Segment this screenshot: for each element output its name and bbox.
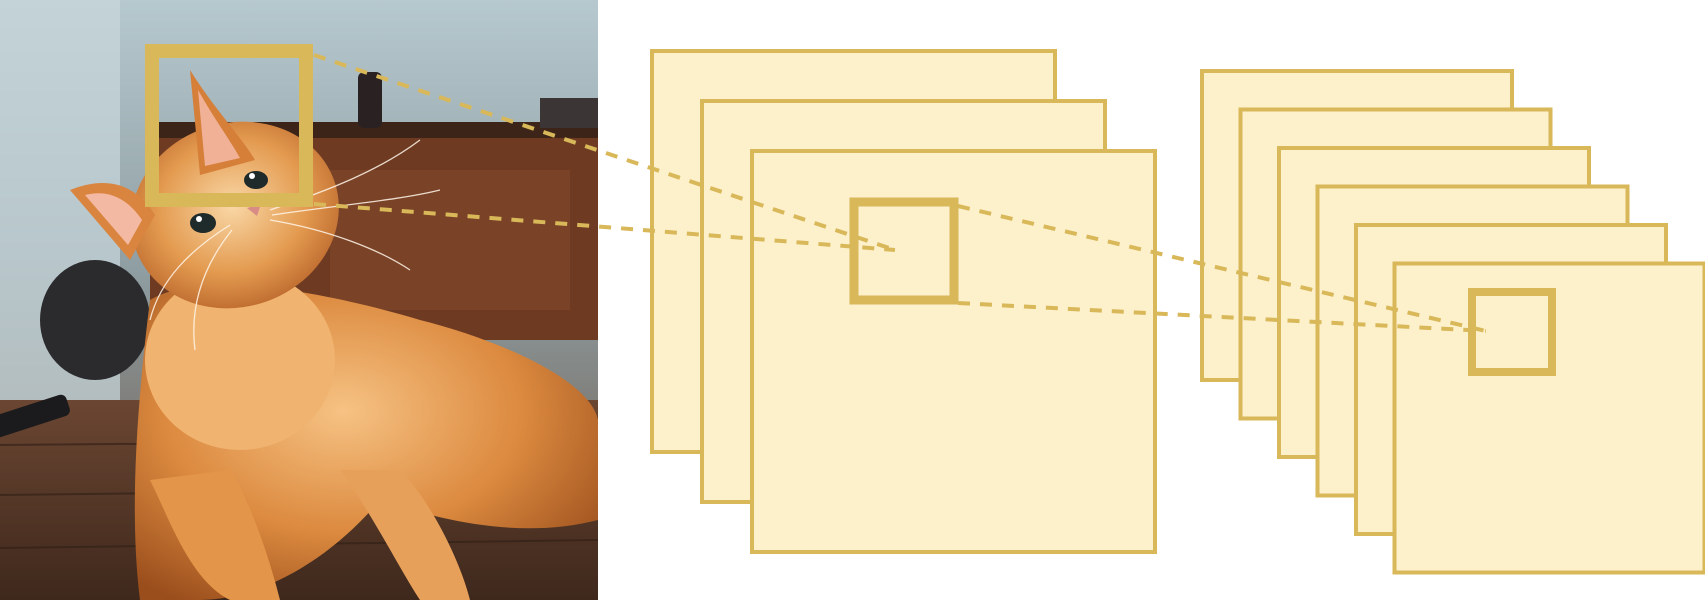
layer2-feature-maps bbox=[1200, 69, 1705, 575]
cat-ear-left-inner bbox=[85, 193, 142, 245]
cat-leg-right bbox=[340, 470, 470, 600]
photo-object-2 bbox=[540, 98, 598, 128]
photo-remote bbox=[0, 394, 70, 438]
cat-ear-right-inner bbox=[198, 90, 240, 166]
projection-lines bbox=[313, 53, 1487, 333]
cat-eye-left bbox=[190, 213, 216, 233]
projection-l1-top bbox=[957, 204, 1487, 333]
cat-leg-left bbox=[150, 470, 280, 600]
layer1-receptive-field-box bbox=[849, 197, 959, 305]
photo-object bbox=[358, 72, 382, 128]
cat bbox=[70, 70, 598, 600]
cat-eye-right-highlight bbox=[249, 173, 255, 179]
projection-l1-bottom bbox=[957, 301, 1487, 333]
cat-eye-right bbox=[244, 171, 268, 189]
layer2-unit-box bbox=[1468, 288, 1556, 376]
projection-input-top bbox=[313, 53, 896, 252]
photo-chair bbox=[40, 260, 150, 380]
input-receptive-field-box bbox=[145, 44, 313, 207]
cat-chest bbox=[145, 270, 335, 450]
cat-eye-left-highlight bbox=[196, 216, 202, 222]
projection-input-bottom bbox=[313, 202, 896, 252]
photo-cabinet-panel bbox=[330, 170, 570, 310]
